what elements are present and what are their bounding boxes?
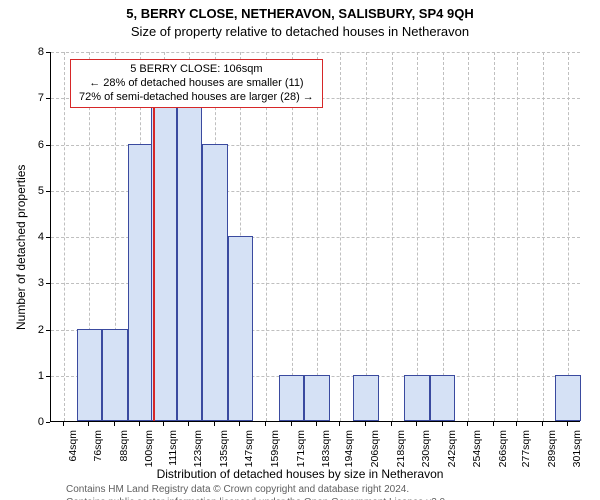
- x-tick-label: 242sqm: [446, 430, 458, 474]
- x-tick-mark: [88, 422, 89, 426]
- y-tick-label: 1: [14, 370, 44, 382]
- footer-text: Contains HM Land Registry data © Crown c…: [66, 484, 448, 500]
- y-tick-label: 4: [14, 231, 44, 243]
- y-tick-mark: [46, 283, 50, 284]
- histogram-bar: [430, 375, 456, 421]
- footer-line-2: Contains public sector information licen…: [66, 497, 448, 500]
- x-tick-mark: [516, 422, 517, 426]
- x-tick-label: 230sqm: [420, 430, 432, 474]
- x-tick-mark: [188, 422, 189, 426]
- x-tick-label: 135sqm: [218, 430, 230, 474]
- chart-title-1: 5, BERRY CLOSE, NETHERAVON, SALISBURY, S…: [0, 6, 600, 21]
- x-tick-label: 194sqm: [343, 430, 355, 474]
- x-tick-label: 266sqm: [497, 430, 509, 474]
- gridline-v: [366, 52, 367, 421]
- x-tick-label: 289sqm: [546, 430, 558, 474]
- histogram-bar: [304, 375, 330, 421]
- x-tick-label: 277sqm: [520, 430, 532, 474]
- gridline-v: [543, 52, 544, 421]
- x-tick-label: 254sqm: [471, 430, 483, 474]
- y-tick-label: 2: [14, 324, 44, 336]
- histogram-bar: [102, 329, 128, 422]
- x-tick-label: 301sqm: [571, 430, 583, 474]
- x-tick-mark: [567, 422, 568, 426]
- x-tick-mark: [493, 422, 494, 426]
- x-tick-label: 218sqm: [395, 430, 407, 474]
- annotation-line: 5 BERRY CLOSE: 106sqm: [79, 63, 314, 77]
- marker-line: [153, 97, 155, 421]
- y-tick-mark: [46, 191, 50, 192]
- x-tick-label: 171sqm: [295, 430, 307, 474]
- x-tick-mark: [63, 422, 64, 426]
- gridline-v: [417, 52, 418, 421]
- x-tick-label: 123sqm: [192, 430, 204, 474]
- y-tick-mark: [46, 422, 50, 423]
- y-tick-label: 6: [14, 139, 44, 151]
- gridline-v: [568, 52, 569, 421]
- footer-line-1: Contains HM Land Registry data © Crown c…: [66, 484, 409, 495]
- histogram-bar: [279, 375, 305, 421]
- x-tick-mark: [239, 422, 240, 426]
- chart-container: 5, BERRY CLOSE, NETHERAVON, SALISBURY, S…: [0, 0, 600, 500]
- y-tick-mark: [46, 52, 50, 53]
- gridline-v: [340, 52, 341, 421]
- annotation-box: 5 BERRY CLOSE: 106sqm← 28% of detached h…: [70, 59, 323, 108]
- histogram-bar: [404, 375, 430, 421]
- x-tick-label: 159sqm: [269, 430, 281, 474]
- y-tick-label: 8: [14, 46, 44, 58]
- x-tick-mark: [163, 422, 164, 426]
- gridline-v: [64, 52, 65, 421]
- gridline-v: [494, 52, 495, 421]
- x-tick-mark: [442, 422, 443, 426]
- y-tick-label: 0: [14, 416, 44, 428]
- gridline-v: [443, 52, 444, 421]
- x-tick-label: 76sqm: [92, 430, 104, 474]
- annotation-line: ← 28% of detached houses are smaller (11…: [79, 77, 314, 91]
- x-tick-mark: [391, 422, 392, 426]
- y-tick-label: 3: [14, 277, 44, 289]
- x-tick-mark: [114, 422, 115, 426]
- gridline-v: [392, 52, 393, 421]
- x-tick-label: 100sqm: [143, 430, 155, 474]
- y-tick-mark: [46, 237, 50, 238]
- gridline-h: [51, 52, 580, 53]
- histogram-bar: [202, 144, 228, 422]
- y-tick-mark: [46, 330, 50, 331]
- y-tick-label: 5: [14, 185, 44, 197]
- histogram-bar: [177, 97, 203, 421]
- x-tick-label: 147sqm: [243, 430, 255, 474]
- x-tick-mark: [265, 422, 266, 426]
- x-tick-mark: [339, 422, 340, 426]
- histogram-bar: [77, 329, 103, 422]
- histogram-bar: [228, 236, 254, 421]
- x-tick-label: 64sqm: [67, 430, 79, 474]
- x-tick-mark: [316, 422, 317, 426]
- x-tick-label: 88sqm: [118, 430, 130, 474]
- x-tick-mark: [214, 422, 215, 426]
- y-tick-mark: [46, 98, 50, 99]
- x-tick-label: 206sqm: [369, 430, 381, 474]
- x-tick-label: 111sqm: [167, 430, 179, 474]
- y-tick-mark: [46, 145, 50, 146]
- x-tick-mark: [416, 422, 417, 426]
- x-tick-mark: [467, 422, 468, 426]
- x-tick-mark: [139, 422, 140, 426]
- x-tick-mark: [542, 422, 543, 426]
- y-tick-mark: [46, 376, 50, 377]
- chart-title-2: Size of property relative to detached ho…: [0, 24, 600, 39]
- x-tick-mark: [291, 422, 292, 426]
- gridline-v: [517, 52, 518, 421]
- x-tick-mark: [365, 422, 366, 426]
- gridline-v: [468, 52, 469, 421]
- y-tick-label: 7: [14, 92, 44, 104]
- x-tick-label: 183sqm: [320, 430, 332, 474]
- histogram-bar: [128, 144, 154, 422]
- histogram-bar: [555, 375, 581, 421]
- histogram-bar: [353, 375, 379, 421]
- annotation-line: 72% of semi-detached houses are larger (…: [79, 91, 314, 105]
